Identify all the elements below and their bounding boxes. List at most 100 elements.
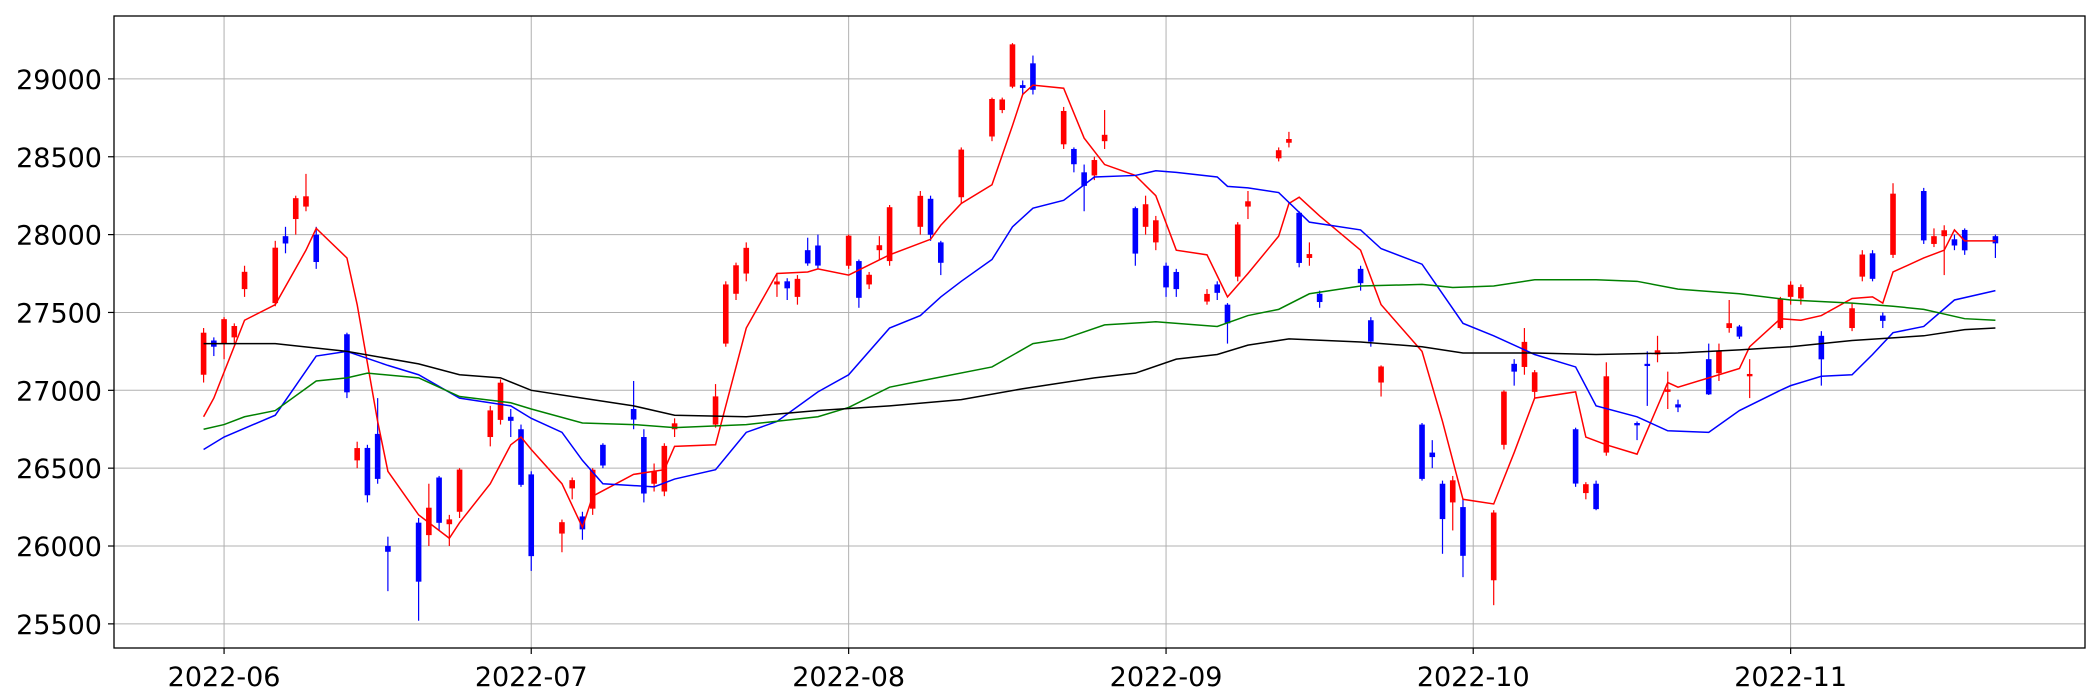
candle-body (303, 196, 309, 207)
candle-body (313, 234, 320, 263)
x-tick-label: 2022-08 (792, 662, 905, 693)
candle-body (507, 416, 514, 421)
candle-body (1941, 230, 1948, 237)
candle-body (845, 235, 852, 266)
candle-body (1869, 253, 1876, 279)
candle-body (630, 408, 637, 420)
y-tick-label: 27500 (16, 298, 102, 329)
candle-body (794, 278, 801, 297)
candle-body (1296, 212, 1302, 263)
y-tick-label: 29000 (16, 65, 102, 96)
candle-body (354, 448, 360, 461)
candle-body (1531, 372, 1538, 392)
candle-body (1890, 193, 1896, 255)
candle-body (651, 471, 657, 484)
candle-body (722, 284, 729, 344)
candle-body (1306, 254, 1313, 258)
candle-body (1357, 268, 1364, 284)
candle-body (1920, 191, 1927, 241)
moving-average-line (203, 327, 1996, 418)
candle-body (1429, 452, 1436, 458)
candle-body (856, 261, 862, 298)
candle-body (1521, 341, 1528, 367)
candle-body (815, 245, 821, 266)
candle-body (1736, 326, 1743, 337)
candle-body (1439, 483, 1446, 520)
candle-body (1460, 507, 1466, 556)
y-tick-label: 25500 (16, 610, 102, 641)
candle-body (1931, 236, 1937, 244)
candle-body (1153, 220, 1159, 243)
candle-body (272, 247, 279, 304)
candle-body (733, 265, 739, 294)
y-tick-label: 28500 (16, 143, 102, 174)
moving-average-line (202, 84, 1996, 540)
candle-body (364, 447, 371, 496)
candle-body (1019, 85, 1026, 88)
candle-body (292, 198, 299, 220)
candle-body (1798, 287, 1804, 299)
candle-body (1644, 363, 1651, 367)
candle-body (415, 522, 422, 582)
candle-body (1378, 366, 1384, 383)
candle-body (1101, 134, 1108, 142)
candle-body (876, 245, 883, 251)
candle-body (886, 207, 893, 262)
candle-body (1951, 239, 1958, 246)
candle-body (241, 271, 248, 290)
candle-body (1859, 254, 1866, 277)
candle-body (999, 99, 1006, 111)
candle-body (1593, 483, 1599, 510)
candle-body (1009, 44, 1016, 87)
candle-body (579, 516, 586, 530)
candle-body (1583, 484, 1589, 494)
candle-body (1849, 308, 1855, 329)
candle-body (937, 242, 944, 263)
candle-body (426, 507, 432, 536)
candle-body (1142, 204, 1149, 227)
candle-body (200, 332, 207, 375)
candle-body (1879, 315, 1886, 321)
candle-body (743, 247, 750, 274)
candle-body (1992, 236, 1999, 244)
candle-body (1214, 284, 1221, 293)
candle-body (436, 477, 442, 523)
candle-body (1234, 224, 1241, 277)
x-tick-label: 2022-06 (168, 662, 281, 693)
candle-body (385, 546, 391, 552)
candle-body (456, 469, 463, 512)
x-tick-label: 2022-07 (475, 662, 588, 693)
candle-body (784, 281, 791, 289)
candle-body (282, 236, 289, 244)
candle-body (1060, 110, 1067, 145)
candle-body (1634, 423, 1640, 426)
candle-body (1132, 208, 1139, 254)
plot-area (200, 43, 1999, 621)
candle-body (1818, 335, 1825, 360)
candle-body (1419, 424, 1425, 479)
candle-body (1664, 389, 1671, 392)
candle-body (1368, 320, 1374, 342)
candle-body (989, 98, 995, 137)
candle-body (1716, 351, 1722, 374)
candle-body (1787, 284, 1794, 297)
candle-body (1316, 293, 1323, 303)
candle-body (1071, 148, 1077, 165)
x-tick-label: 2022-11 (1734, 662, 1847, 693)
candle-body (487, 410, 494, 438)
ticks: 25500 26000 26500 27000 27500 28000 28500 29000… (16, 65, 1847, 693)
candle-body (1501, 391, 1507, 445)
candle-body (1204, 293, 1210, 302)
y-tick-label: 27000 (16, 376, 102, 407)
y-tick-label: 28000 (16, 221, 102, 252)
axes-frame (113, 15, 2086, 649)
candle-body (1675, 404, 1681, 408)
candle-body (1654, 350, 1661, 355)
moving-average-line (203, 170, 1996, 488)
candle-body (927, 198, 934, 235)
candle-body (1777, 298, 1784, 329)
candle-body (1081, 172, 1087, 186)
candle-body (231, 326, 238, 338)
